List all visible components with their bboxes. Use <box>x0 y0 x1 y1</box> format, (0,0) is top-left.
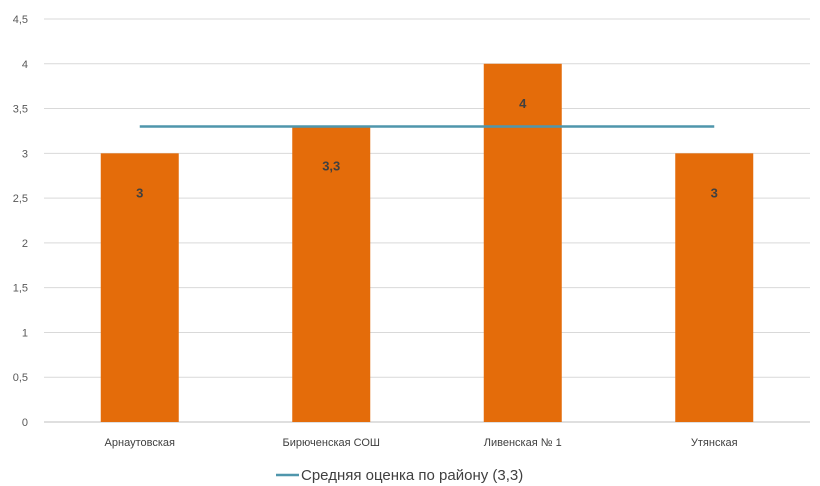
x-axis-category-labels: Арнаутовская Бирюченская СОШ Ливенская № 1… <box>105 437 738 449</box>
x-category-label: Утянская <box>691 437 738 449</box>
data-label: 3 <box>136 185 143 200</box>
data-labels: 3 3,3 4 3 <box>136 96 718 201</box>
y-tick-label: 3 <box>22 148 28 160</box>
x-category-label: Арнаутовская <box>105 437 175 449</box>
legend: Средняя оценка по району (3,3) <box>276 467 523 484</box>
y-tick-label: 0 <box>22 417 28 429</box>
x-category-label: Ливенская № 1 <box>484 437 562 449</box>
y-tick-label: 2,5 <box>13 193 28 205</box>
bars <box>100 63 754 423</box>
data-label: 3,3 <box>322 158 340 173</box>
bar <box>483 63 562 423</box>
y-tick-label: 4 <box>22 59 28 71</box>
x-category-label: Бирюченская СОШ <box>283 437 380 449</box>
y-tick-label: 2 <box>22 238 28 250</box>
bar <box>675 153 754 423</box>
y-tick-label: 1 <box>22 327 28 339</box>
y-tick-label: 1,5 <box>13 283 28 295</box>
y-tick-label: 4,5 <box>13 14 28 26</box>
legend-label: Средняя оценка по району (3,3) <box>301 467 523 484</box>
bar <box>100 153 179 423</box>
bar <box>292 126 371 422</box>
y-tick-label: 0,5 <box>13 372 28 384</box>
y-tick-label: 3,5 <box>13 104 28 116</box>
y-axis-tick-labels: 0 0,5 1 1,5 2 2,5 3 3,5 4 4,5 <box>13 14 28 429</box>
data-label: 3 <box>711 185 718 200</box>
data-label: 4 <box>519 96 527 111</box>
